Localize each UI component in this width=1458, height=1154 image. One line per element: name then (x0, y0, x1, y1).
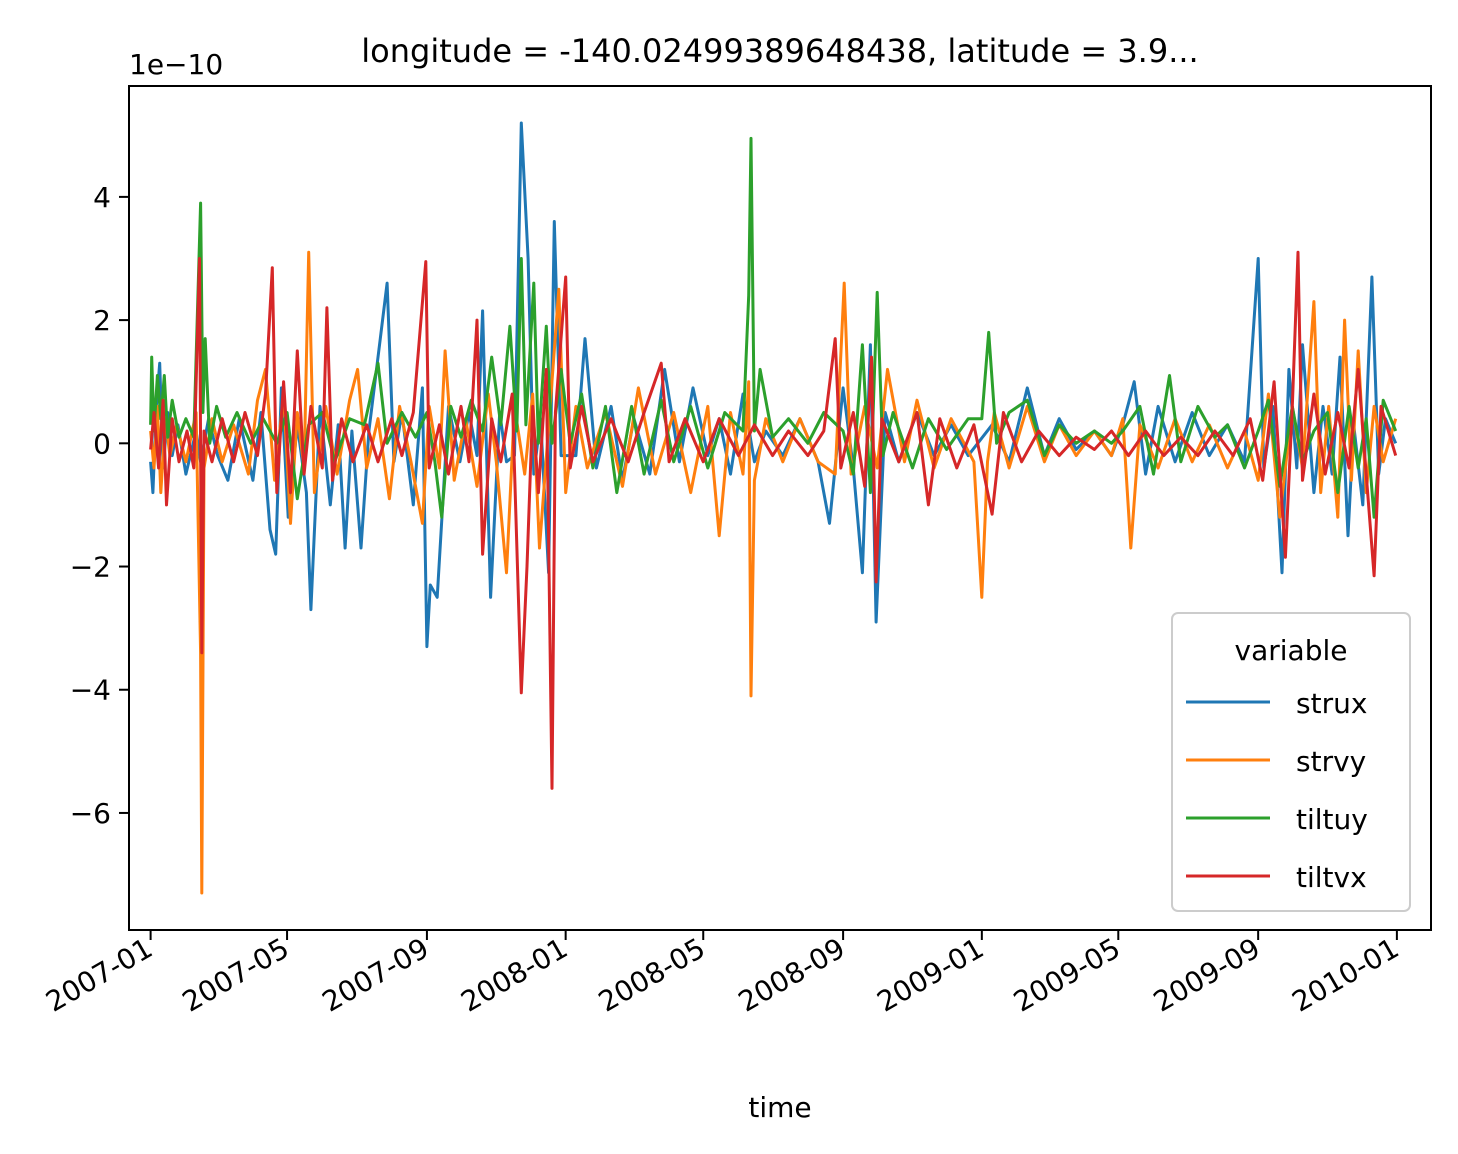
y-tick-label: 0 (93, 427, 111, 460)
y-tick-label: −2 (70, 551, 111, 584)
y-tick-label: −6 (70, 797, 111, 830)
series-layer (149, 121, 1398, 895)
legend-label-strvy: strvy (1296, 745, 1366, 778)
legend-label-tiltuy: tiltuy (1296, 803, 1368, 836)
legend-label-strux: strux (1296, 687, 1367, 720)
plot-area-frame (128, 85, 1432, 931)
y-offset-label: 1e−10 (129, 48, 223, 81)
legend-label-tiltvx: tiltvx (1296, 861, 1367, 894)
legend-title: variable (1235, 634, 1348, 667)
y-tick-label: 4 (93, 181, 111, 214)
legend: variable strux strvy tiltuy tiltvx (1171, 612, 1411, 912)
series-line-tiltvx (149, 250, 1398, 790)
chart-title: longitude = -140.02499389648438, latitud… (361, 32, 1198, 70)
y-tick-label: −4 (70, 674, 111, 707)
legend-entries: strux strvy tiltuy tiltvx (1186, 687, 1368, 894)
y-axis: 4 2 0 −2 −4 −6 (70, 181, 129, 830)
y-tick-label: 2 (93, 304, 111, 337)
x-axis-label: time (748, 1091, 811, 1124)
legend-box (1171, 612, 1411, 912)
